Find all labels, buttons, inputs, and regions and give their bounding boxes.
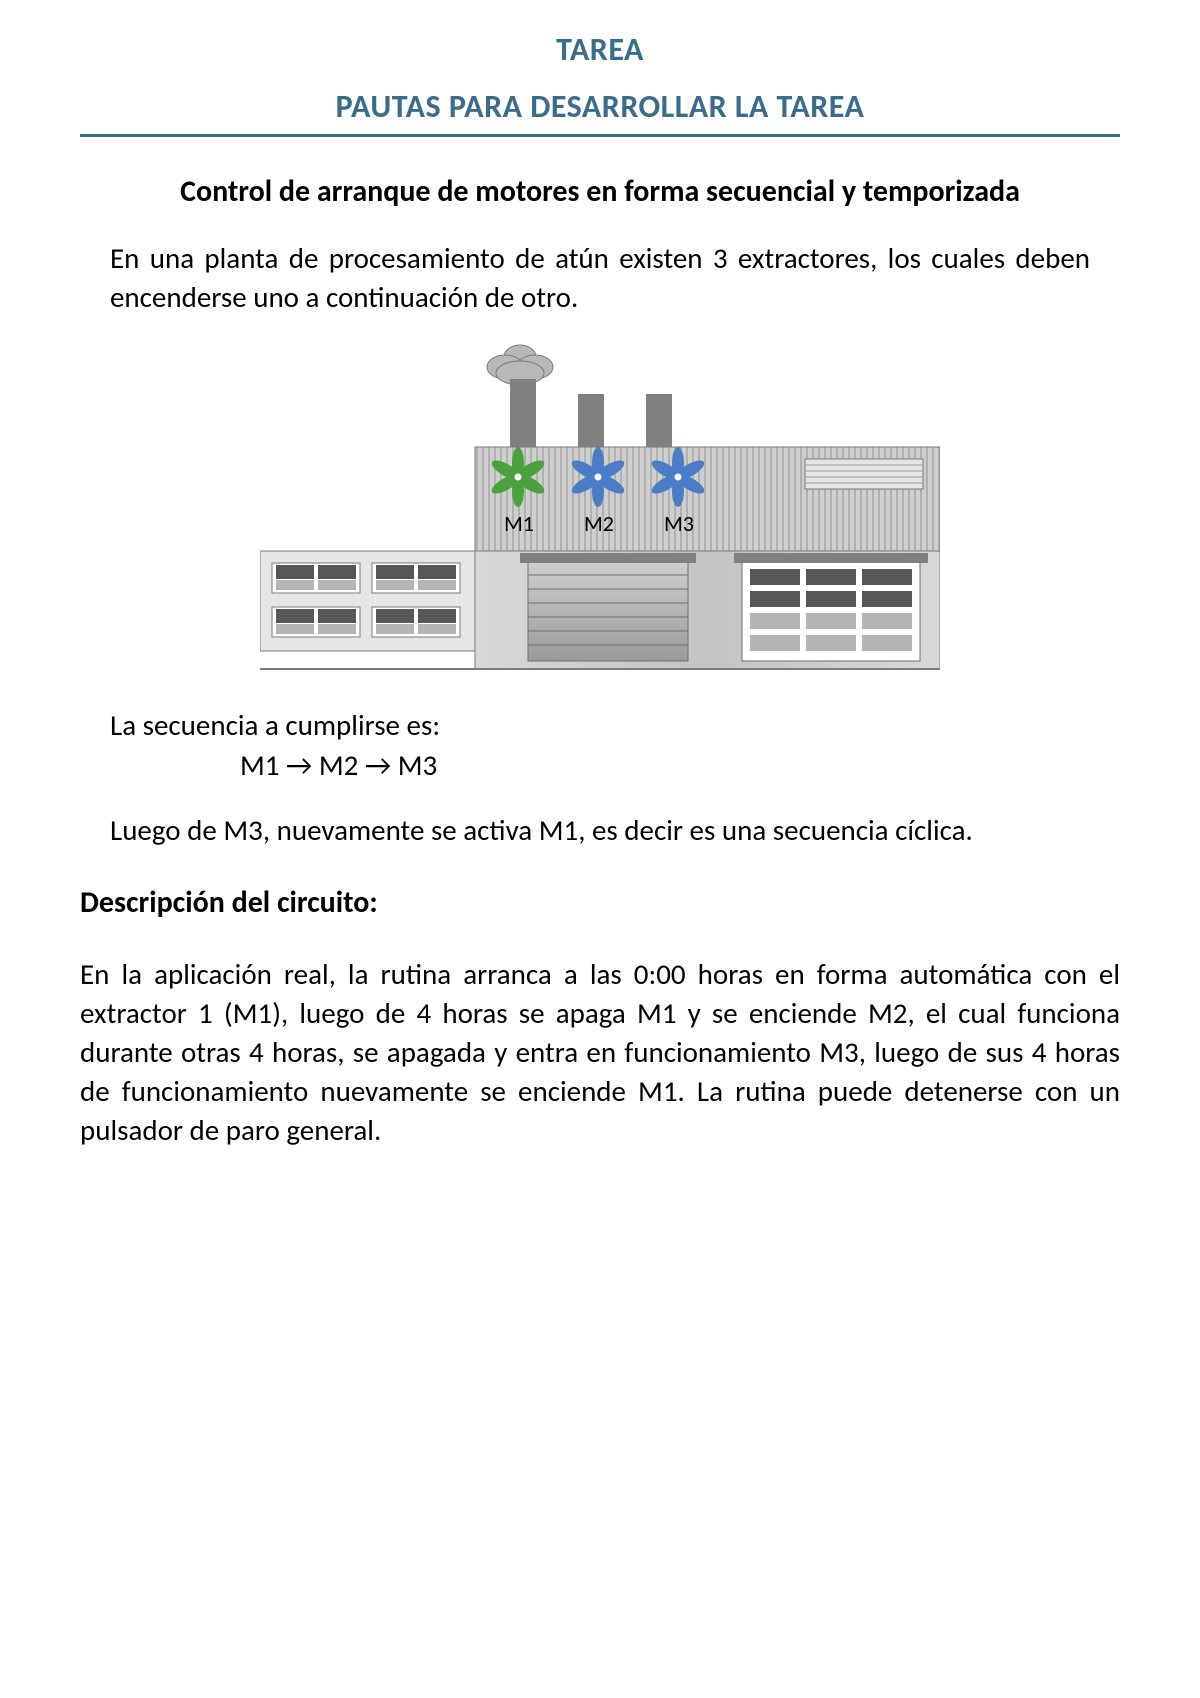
page-title-main: TAREA — [80, 30, 1120, 69]
motor-label-m3: M3 — [664, 510, 694, 537]
intro-paragraph: En una planta de procesamiento de atún e… — [110, 239, 1090, 317]
page-title-sub: PAUTAS PARA DESARROLLAR LA TAREA — [80, 87, 1120, 126]
chimney-icon — [578, 394, 604, 449]
garage-door-left — [520, 553, 696, 661]
sequence-label: La secuencia a cumplirse es: — [110, 707, 1090, 743]
header-rule — [80, 134, 1120, 137]
cyclic-note: Luego de M3, nuevamente se activa M1, es… — [110, 811, 1090, 850]
chimney-icon — [646, 394, 672, 449]
description-paragraph: En la aplicación real, la rutina arranca… — [80, 955, 1120, 1151]
chimney-icon — [510, 379, 536, 449]
factory-illustration: M1 M2 M3 — [260, 339, 940, 679]
garage-door-right — [734, 553, 928, 661]
motor-label-m1: M1 — [504, 510, 534, 537]
sequence-line: M1 → M2 → M3 — [240, 747, 1090, 783]
motor-label-m2: M2 — [584, 510, 614, 537]
section-heading: Descripción del circuito: — [80, 884, 1120, 921]
task-title: Control de arranque de motores en forma … — [140, 173, 1060, 211]
